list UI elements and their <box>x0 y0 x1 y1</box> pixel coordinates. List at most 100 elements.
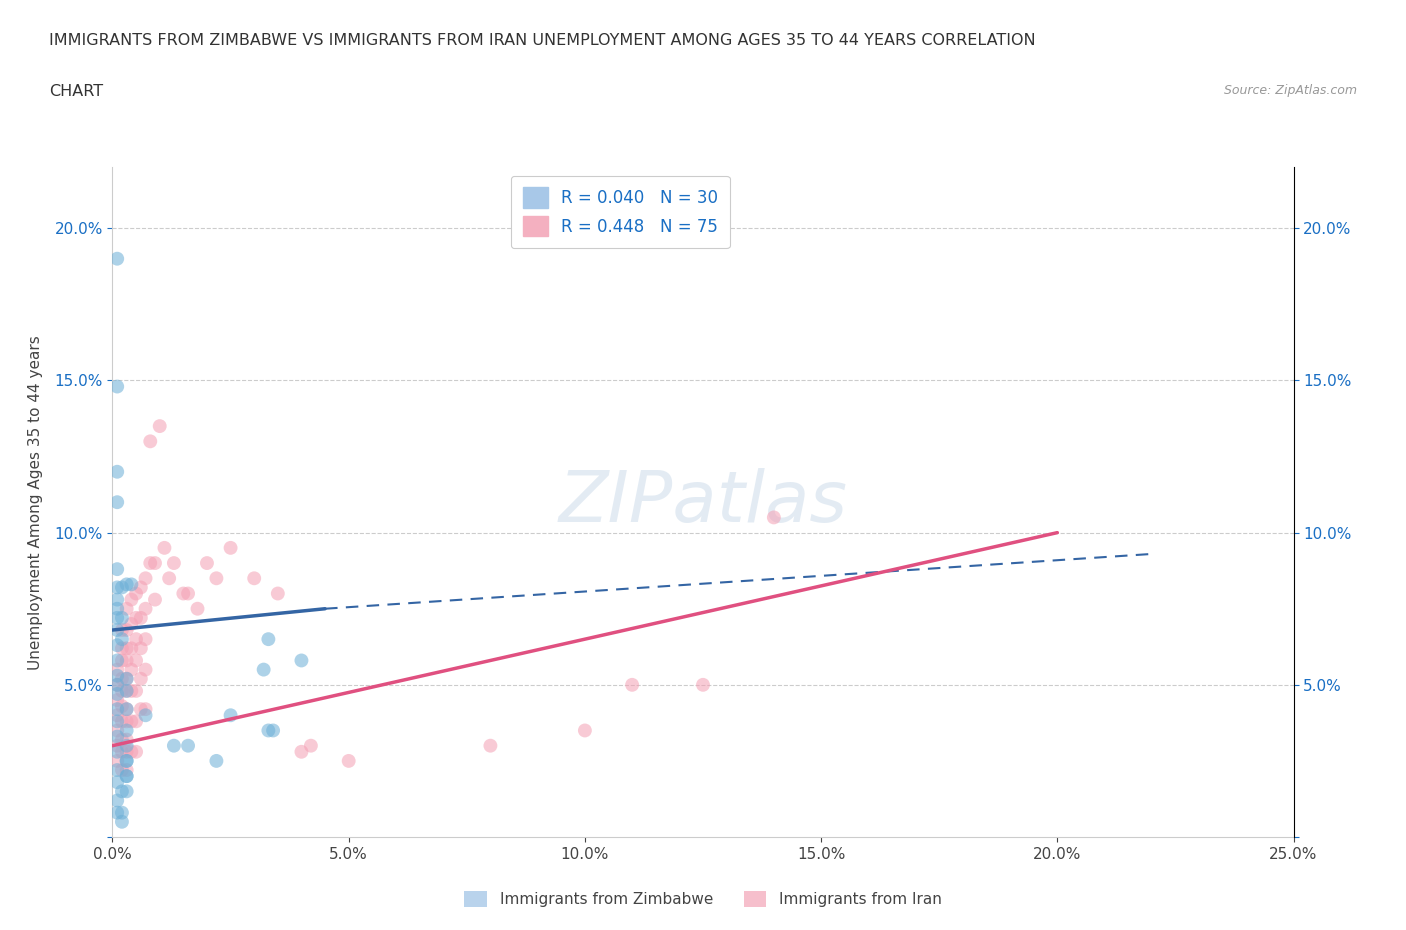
Point <box>115 577 138 591</box>
Point <box>115 763 138 777</box>
Point <box>105 677 128 692</box>
Point <box>105 744 128 759</box>
Point <box>290 744 312 759</box>
Point <box>125 653 148 668</box>
Point <box>111 671 134 686</box>
Point <box>125 586 148 601</box>
Point <box>115 702 138 717</box>
Point <box>120 641 142 656</box>
Point <box>105 379 128 394</box>
Point <box>105 653 128 668</box>
Point <box>115 702 138 717</box>
Point <box>115 744 138 759</box>
Text: CHART: CHART <box>49 84 103 99</box>
Point <box>139 434 162 449</box>
Point <box>135 662 157 677</box>
Point <box>111 732 134 747</box>
Point <box>574 723 596 737</box>
Point <box>105 592 128 607</box>
Point <box>290 653 312 668</box>
Point <box>120 592 142 607</box>
Point <box>111 684 134 698</box>
Point <box>125 610 148 625</box>
Point <box>105 714 128 729</box>
Point <box>105 562 128 577</box>
Point <box>111 610 134 625</box>
Point <box>135 702 157 717</box>
Point <box>115 653 138 668</box>
Point <box>105 669 128 684</box>
Point <box>479 738 502 753</box>
Point <box>111 763 134 777</box>
Point <box>120 684 142 698</box>
Point <box>105 662 128 677</box>
Point <box>129 580 152 595</box>
Point <box>115 723 138 737</box>
Point <box>205 753 228 768</box>
Point <box>125 714 148 729</box>
Point <box>120 577 142 591</box>
Point <box>120 744 142 759</box>
Point <box>115 684 138 698</box>
Legend: R = 0.040   N = 30, R = 0.448   N = 75: R = 0.040 N = 30, R = 0.448 N = 75 <box>510 176 730 248</box>
Text: IMMIGRANTS FROM ZIMBABWE VS IMMIGRANTS FROM IRAN UNEMPLOYMENT AMONG AGES 35 TO 4: IMMIGRANTS FROM ZIMBABWE VS IMMIGRANTS F… <box>49 33 1036 47</box>
Point <box>115 732 138 747</box>
Point <box>243 571 266 586</box>
Text: ZIPatlas: ZIPatlas <box>558 468 848 537</box>
Point <box>139 555 162 570</box>
Legend: Immigrants from Zimbabwe, Immigrants from Iran: Immigrants from Zimbabwe, Immigrants fro… <box>458 884 948 913</box>
Y-axis label: Unemployment Among Ages 35 to 44 years: Unemployment Among Ages 35 to 44 years <box>28 335 44 670</box>
Point <box>195 555 218 570</box>
Point <box>105 805 128 820</box>
Point <box>299 738 322 753</box>
Point <box>120 662 142 677</box>
Point <box>125 684 148 698</box>
Point <box>153 540 176 555</box>
Point <box>172 586 194 601</box>
Point <box>135 602 157 617</box>
Point <box>267 586 290 601</box>
Point <box>105 251 128 266</box>
Point <box>105 602 128 617</box>
Text: Source: ZipAtlas.com: Source: ZipAtlas.com <box>1223 84 1357 97</box>
Point <box>115 753 138 768</box>
Point <box>337 753 360 768</box>
Point <box>129 702 152 717</box>
Point <box>135 571 157 586</box>
Point <box>135 631 157 646</box>
Point <box>111 631 134 646</box>
Point <box>120 714 142 729</box>
Point <box>111 815 134 830</box>
Point <box>111 622 134 637</box>
Point <box>219 708 242 723</box>
Point <box>257 723 280 737</box>
Point <box>129 641 152 656</box>
Point <box>115 738 138 753</box>
Point <box>177 586 200 601</box>
Point <box>177 738 200 753</box>
Point <box>143 592 166 607</box>
Point <box>105 610 128 625</box>
Point <box>105 495 128 510</box>
Point <box>105 753 128 768</box>
Point <box>111 653 134 668</box>
Point <box>143 555 166 570</box>
Point <box>120 617 142 631</box>
Point <box>105 729 128 744</box>
Point <box>105 622 128 637</box>
Point <box>762 510 785 525</box>
Point <box>105 775 128 790</box>
Point <box>105 686 128 701</box>
Point <box>105 638 128 653</box>
Point <box>115 602 138 617</box>
Point <box>125 631 148 646</box>
Point <box>163 738 186 753</box>
Point <box>149 418 172 433</box>
Point <box>115 753 138 768</box>
Point <box>135 708 157 723</box>
Point <box>111 714 134 729</box>
Point <box>115 671 138 686</box>
Point <box>105 702 128 717</box>
Point <box>105 738 128 753</box>
Point <box>115 784 138 799</box>
